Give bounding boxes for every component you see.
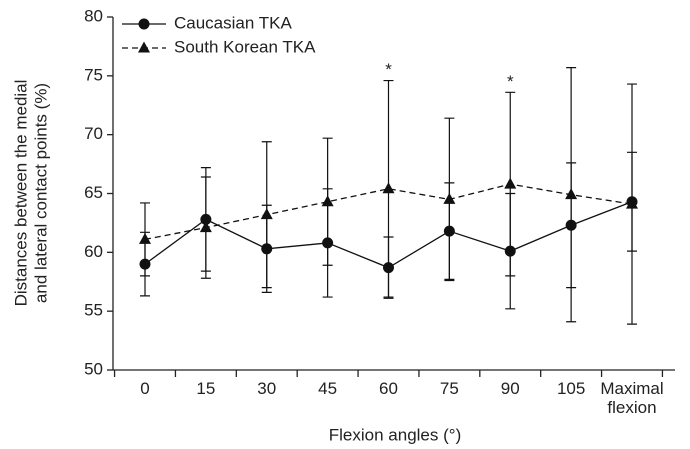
y-tick-label: 75 bbox=[84, 65, 103, 84]
x-tick-label: 60 bbox=[379, 379, 398, 398]
x-tick-label: 90 bbox=[500, 379, 520, 398]
x-tick-label: 105 bbox=[556, 379, 586, 398]
annotation: * bbox=[507, 72, 514, 91]
y-axis-label: and lateral contact points (%) bbox=[31, 83, 50, 303]
y-tick-label: 65 bbox=[84, 183, 103, 202]
point bbox=[626, 197, 638, 209]
legend-label: South Korean TKA bbox=[174, 37, 316, 56]
point bbox=[382, 182, 395, 194]
x-tick-label: 30 bbox=[257, 379, 277, 398]
point bbox=[443, 192, 456, 204]
point bbox=[260, 208, 273, 220]
x-axis-label: Flexion angles (°) bbox=[329, 425, 461, 444]
x-tick-label: 15 bbox=[196, 379, 216, 398]
y-tick-label: 50 bbox=[84, 359, 103, 378]
y-axis-label: Distances between the medial bbox=[11, 80, 30, 307]
y-tick-label: 70 bbox=[84, 124, 103, 143]
point bbox=[504, 177, 517, 189]
x-tick-label: 75 bbox=[439, 379, 459, 398]
x-tick-label: 45 bbox=[318, 379, 338, 398]
series bbox=[139, 66, 638, 325]
y-tick-label: 80 bbox=[84, 6, 103, 25]
point bbox=[321, 195, 334, 207]
x-tick-label: 0 bbox=[140, 379, 150, 398]
point bbox=[199, 221, 212, 233]
annotation: * bbox=[385, 60, 392, 79]
y-tick-label: 55 bbox=[84, 301, 103, 320]
x-tick-label: Maximal flexion bbox=[600, 379, 664, 417]
legend-marker bbox=[138, 41, 150, 53]
legend-label: Caucasian TKA bbox=[174, 13, 292, 32]
point bbox=[139, 232, 151, 244]
legend-marker bbox=[138, 18, 150, 30]
y-tick-label: 60 bbox=[84, 242, 103, 261]
point bbox=[565, 188, 578, 200]
series-line bbox=[144, 183, 633, 241]
